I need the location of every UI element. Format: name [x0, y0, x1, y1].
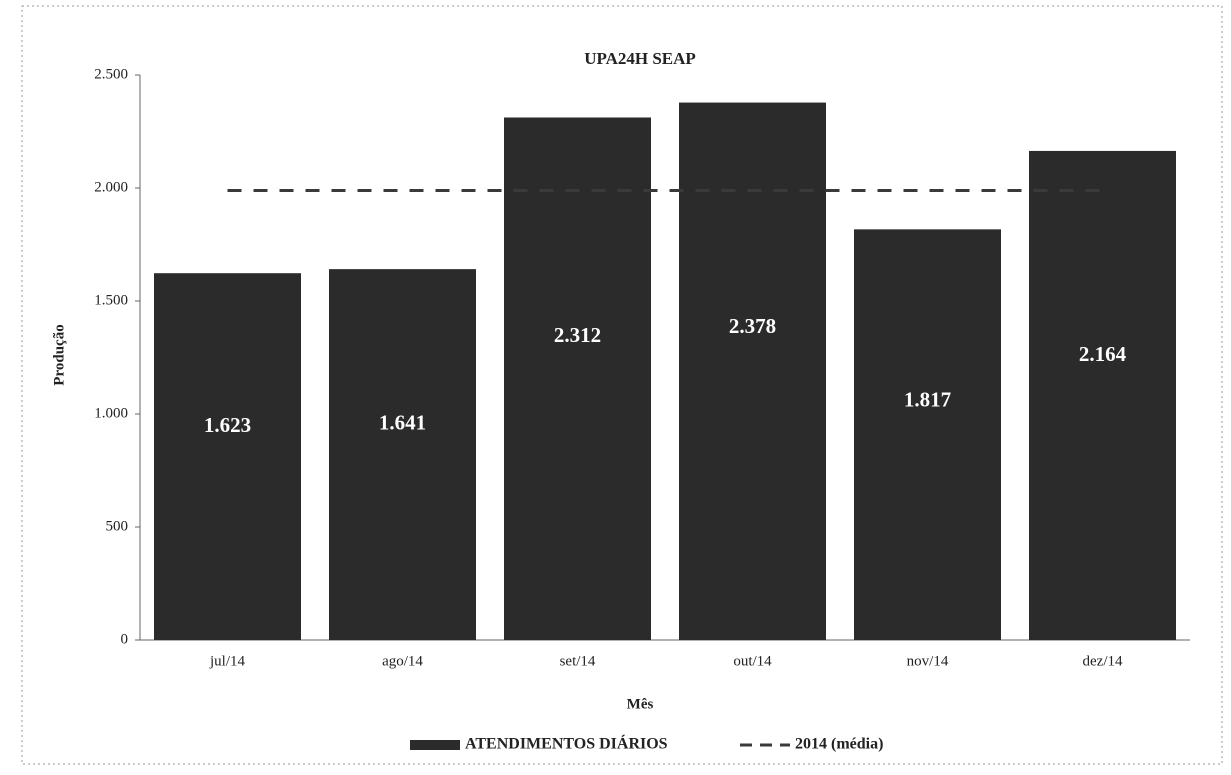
frame — [21, 5, 1223, 765]
bar — [154, 273, 301, 640]
y-tick-label: 2.500 — [94, 66, 128, 82]
bar — [1029, 150, 1176, 640]
bar — [854, 229, 1001, 640]
value-label: 1.623 — [204, 413, 251, 437]
chart-title: UPA24H SEAP — [584, 49, 696, 68]
bar — [329, 269, 476, 640]
legend-label: 2014 (média) — [795, 736, 883, 753]
bar — [679, 102, 826, 640]
value-label: 1.817 — [904, 388, 951, 412]
legend-swatch — [410, 740, 460, 750]
value-label: 2.312 — [554, 323, 601, 347]
bar — [504, 117, 651, 641]
y-tick-label: 1.000 — [94, 405, 128, 421]
x-tick-label: ago/14 — [382, 653, 423, 669]
y-tick-label: 2.000 — [94, 179, 128, 195]
y-axis-label: Produção — [51, 324, 67, 385]
x-tick-label: nov/14 — [907, 653, 949, 669]
y-tick-label: 0 — [121, 631, 129, 647]
value-label: 2.164 — [1079, 342, 1127, 366]
x-axis-label: Mês — [627, 696, 654, 712]
x-tick-label: jul/14 — [209, 653, 246, 669]
x-tick-label: set/14 — [560, 653, 596, 669]
y-tick-label: 1.500 — [94, 292, 128, 308]
x-tick-label: out/14 — [733, 653, 772, 669]
value-label: 1.641 — [379, 411, 426, 435]
value-label: 2.378 — [729, 314, 776, 338]
legend-label: ATENDIMENTOS DIÁRIOS — [465, 734, 668, 753]
y-tick-label: 500 — [106, 518, 129, 534]
x-tick-label: dez/14 — [1083, 653, 1123, 669]
